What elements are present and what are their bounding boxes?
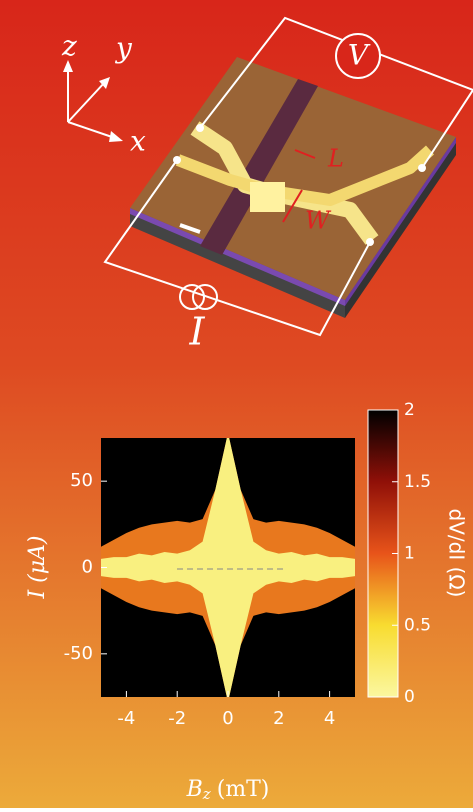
heatmap xyxy=(101,438,355,697)
colorbar-tick-label: 0.5 xyxy=(404,615,431,635)
width-arrow xyxy=(282,189,303,223)
colorbar-label: dV/dI (Ω) xyxy=(445,509,469,598)
current-label: I xyxy=(188,310,205,354)
width-label: W xyxy=(305,207,332,235)
device xyxy=(130,57,456,318)
x-label-unit: (mT) xyxy=(217,777,270,802)
colorbar-tick-label: 1.5 xyxy=(404,472,431,492)
x-axis-label: Bz (mT) xyxy=(186,777,270,803)
x-tick-label: -4 xyxy=(117,708,135,729)
colorbar-tick-label: 1 xyxy=(404,544,415,564)
y-tick-label: 0 xyxy=(82,557,93,578)
length-arrow xyxy=(294,149,316,159)
axis-y: y xyxy=(114,32,133,65)
y-axis-label: I (μA) xyxy=(25,535,50,599)
x-tick-label: 2 xyxy=(273,708,284,729)
y-tick-label: 50 xyxy=(70,470,93,491)
axis-x: x xyxy=(130,125,146,158)
y-tick-label: -50 xyxy=(64,643,93,664)
x-tick-label: 0 xyxy=(222,708,233,729)
x-tick-label: -2 xyxy=(168,708,186,729)
y-label-text: I (μA) xyxy=(25,535,50,599)
current-region xyxy=(101,438,355,697)
axis-z: z xyxy=(61,30,77,63)
colorbar-tick-label: 0 xyxy=(404,687,415,707)
wires xyxy=(67,16,473,337)
colorbar-tick-label: 2 xyxy=(404,400,415,420)
voltage-label: V xyxy=(348,39,371,72)
x-label-symbol: B xyxy=(186,777,203,802)
x-tick-label: 4 xyxy=(324,708,335,729)
x-label-subscript: z xyxy=(202,785,211,803)
length-label: L xyxy=(327,145,344,173)
